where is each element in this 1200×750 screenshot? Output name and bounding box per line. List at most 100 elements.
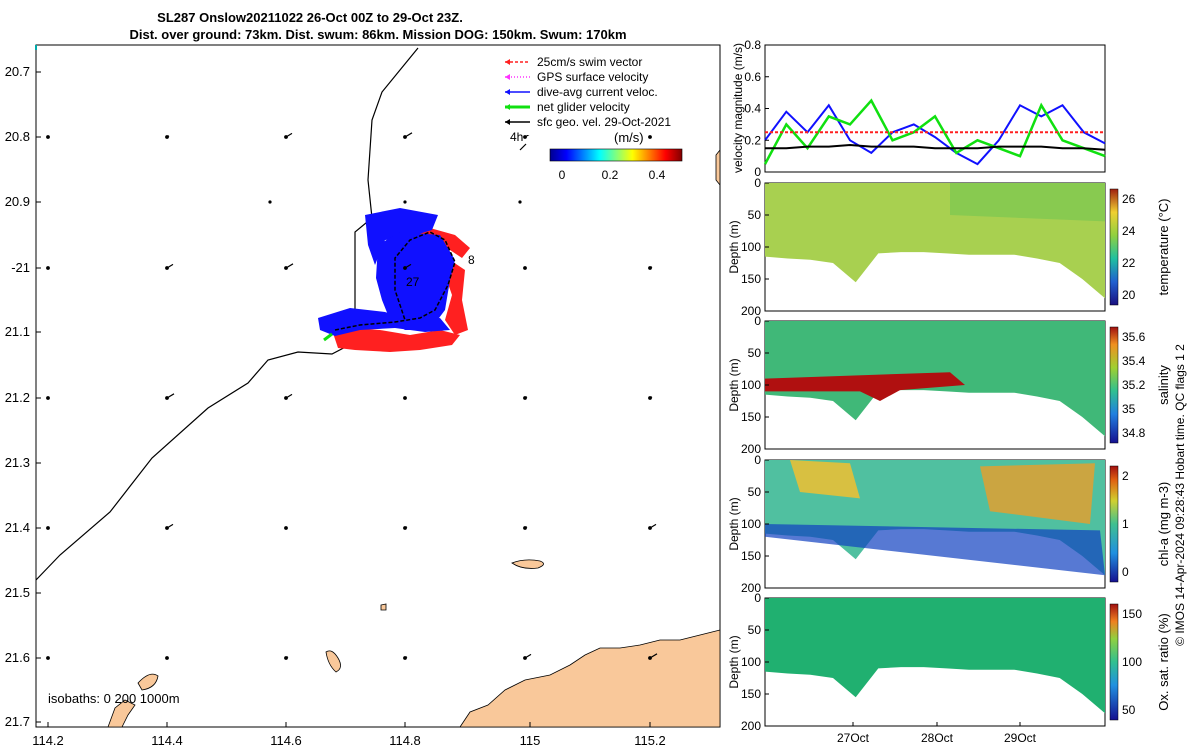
salinity-ylabel: Depth (m) [727,358,741,411]
map-colorbar [549,148,683,162]
geo-arrow-head [165,135,169,139]
chla-colorbar [1109,465,1119,583]
colorbar-tick-label: 0 [559,168,566,182]
depth-tick-label: 50 [748,623,762,637]
x-tick-label: 114.2 [32,733,64,748]
velocity-tick-label: 0.8 [744,38,761,52]
sfc-geo-velocity-arrows [46,132,658,660]
title-line1: SL287 Onslow20211022 26-Oct 00Z to 29-Oc… [157,10,463,25]
oxygen-colorbar-tick: 50 [1122,703,1136,717]
depth-tick-label: 150 [741,687,761,701]
colorbar-tick-label: 0.2 [602,168,619,182]
temperature-colorbar-tick: 24 [1122,224,1136,238]
x-tick-label: 115 [520,733,541,748]
y-tick-label: 21.4 [5,520,30,535]
island-sw [107,699,136,728]
geo-arrow-head [46,135,50,139]
salinity-colorbar-tick: 35 [1122,402,1136,416]
time-tick-label: 27Oct [837,731,870,745]
velocity-line-diveavg [764,103,1106,166]
oxygen-panel: 0 50 100 150 200 Depth (m) 50 100 150 Ox. sat. ra… [727,591,1171,733]
geo-arrow-head [403,135,407,139]
temperature-ylabel: Depth (m) [727,220,741,273]
geo-arrow-head [284,396,288,400]
geo-arrow-head [648,526,652,530]
legend-label: dive-avg current veloc. [537,85,658,99]
map: 27 8 114.2 114.4 114.6 114.8 115 115.2 20.7 20.… [5,44,721,748]
oxygen-colorbar-tick: 150 [1122,607,1142,621]
oxygen-colorbar-tick: 100 [1122,655,1142,669]
geo-arrow-head [648,396,652,400]
depth-tick-label: 150 [741,410,761,424]
legend-label: GPS surface velocity [537,70,648,84]
glider-track [334,231,456,331]
temperature-colorbar-label: temperature (°C) [1156,199,1171,296]
depth-tick-label: 150 [741,549,761,563]
geo-arrow-head [523,266,527,270]
velocity-ticks: 0 0.2 0.4 0.6 0.8 [744,38,769,179]
salinity-colorbar-tick: 35.6 [1122,330,1146,344]
chla-high-band [980,463,1095,524]
depth-tick-label: 0 [754,314,761,328]
geo-arrow-head [165,266,169,270]
oxygen-ylabel: Depth (m) [727,635,741,688]
y-tick-label: 21.6 [5,650,30,665]
colorbar-title: (m/s) [614,130,644,145]
velocity-tick-label: 0 [754,165,761,179]
velocity-tick-label: 0.6 [744,70,761,84]
current-vectors [318,208,455,336]
chla-colorbar-tick: 0 [1122,565,1129,579]
imos-note: © IMOS 14-Apr-2024 09:28:43 Hobart time.… [1173,344,1187,646]
map-axis-ticks: 114.2 114.4 114.6 114.8 115 115.2 20.7 20.8 20.9… [5,64,666,748]
depth-tick-label: 0 [754,176,761,190]
island-right [715,148,721,187]
velocity-tick-label: 0.4 [744,102,761,116]
temperature-colorbar [1109,188,1119,306]
temperature-colorbar-tick: 20 [1122,288,1136,302]
depth-tick-label: 200 [741,719,761,733]
current-cluster-mid [376,232,455,330]
x-tick-label: 114.8 [389,733,421,748]
oxygen-colorbar-label: Ox. sat. ratio (%) [1156,613,1171,711]
geo-arrow-head [165,396,169,400]
track-label-day27: 27 [406,275,420,289]
velocity-series [763,98,1106,166]
depth-tick-label: 50 [748,208,762,222]
depth-tick-label: 100 [741,517,761,531]
isobaths-label: isobaths: 0 200 1000m [48,691,180,706]
temperature-band [950,183,1105,222]
island-large [511,559,544,569]
depth-tick-label: 50 [748,346,762,360]
depth-tick-label: 50 [748,485,762,499]
velocity-line-sfc [765,143,1106,151]
salinity-high-band [765,372,965,401]
island-mid [325,650,341,673]
geo-arrow-head [403,200,407,204]
isobath-line [35,47,419,581]
velocity-ylabel: velocity magnitude (m/s) [731,43,745,173]
temperature-colorbar-tick: 22 [1122,256,1136,270]
salinity-colorbar [1109,326,1119,444]
chla-colorbar-tick: 1 [1122,517,1129,531]
y-tick-label: 20.9 [5,194,30,209]
legend-box [500,55,696,135]
legend-label: sfc geo. vel. 29-Oct-2021 [537,115,671,129]
velocity-tick-label: 0.2 [744,133,761,147]
depth-tick-label: 100 [741,655,761,669]
geo-arrow-head [46,266,50,270]
chla-colorbar-tick: 2 [1122,469,1129,483]
legend-label: net glider velocity [537,100,630,114]
x-tick-label: 115.2 [634,733,666,748]
geo-arrow-head [284,656,288,660]
oxygen-colorbar [1109,603,1119,721]
geo-arrow-head [46,526,50,530]
chla-colorbar-label: chl-a (mg m-3) [1156,482,1171,567]
time-tick-label: 29Oct [1004,731,1037,745]
geo-arrow-head [523,396,527,400]
geo-arrow-head [165,526,169,530]
y-tick-label: 21.5 [5,585,30,600]
chla-ylabel: Depth (m) [727,497,741,550]
salinity-colorbar-tick: 35.2 [1122,378,1146,392]
